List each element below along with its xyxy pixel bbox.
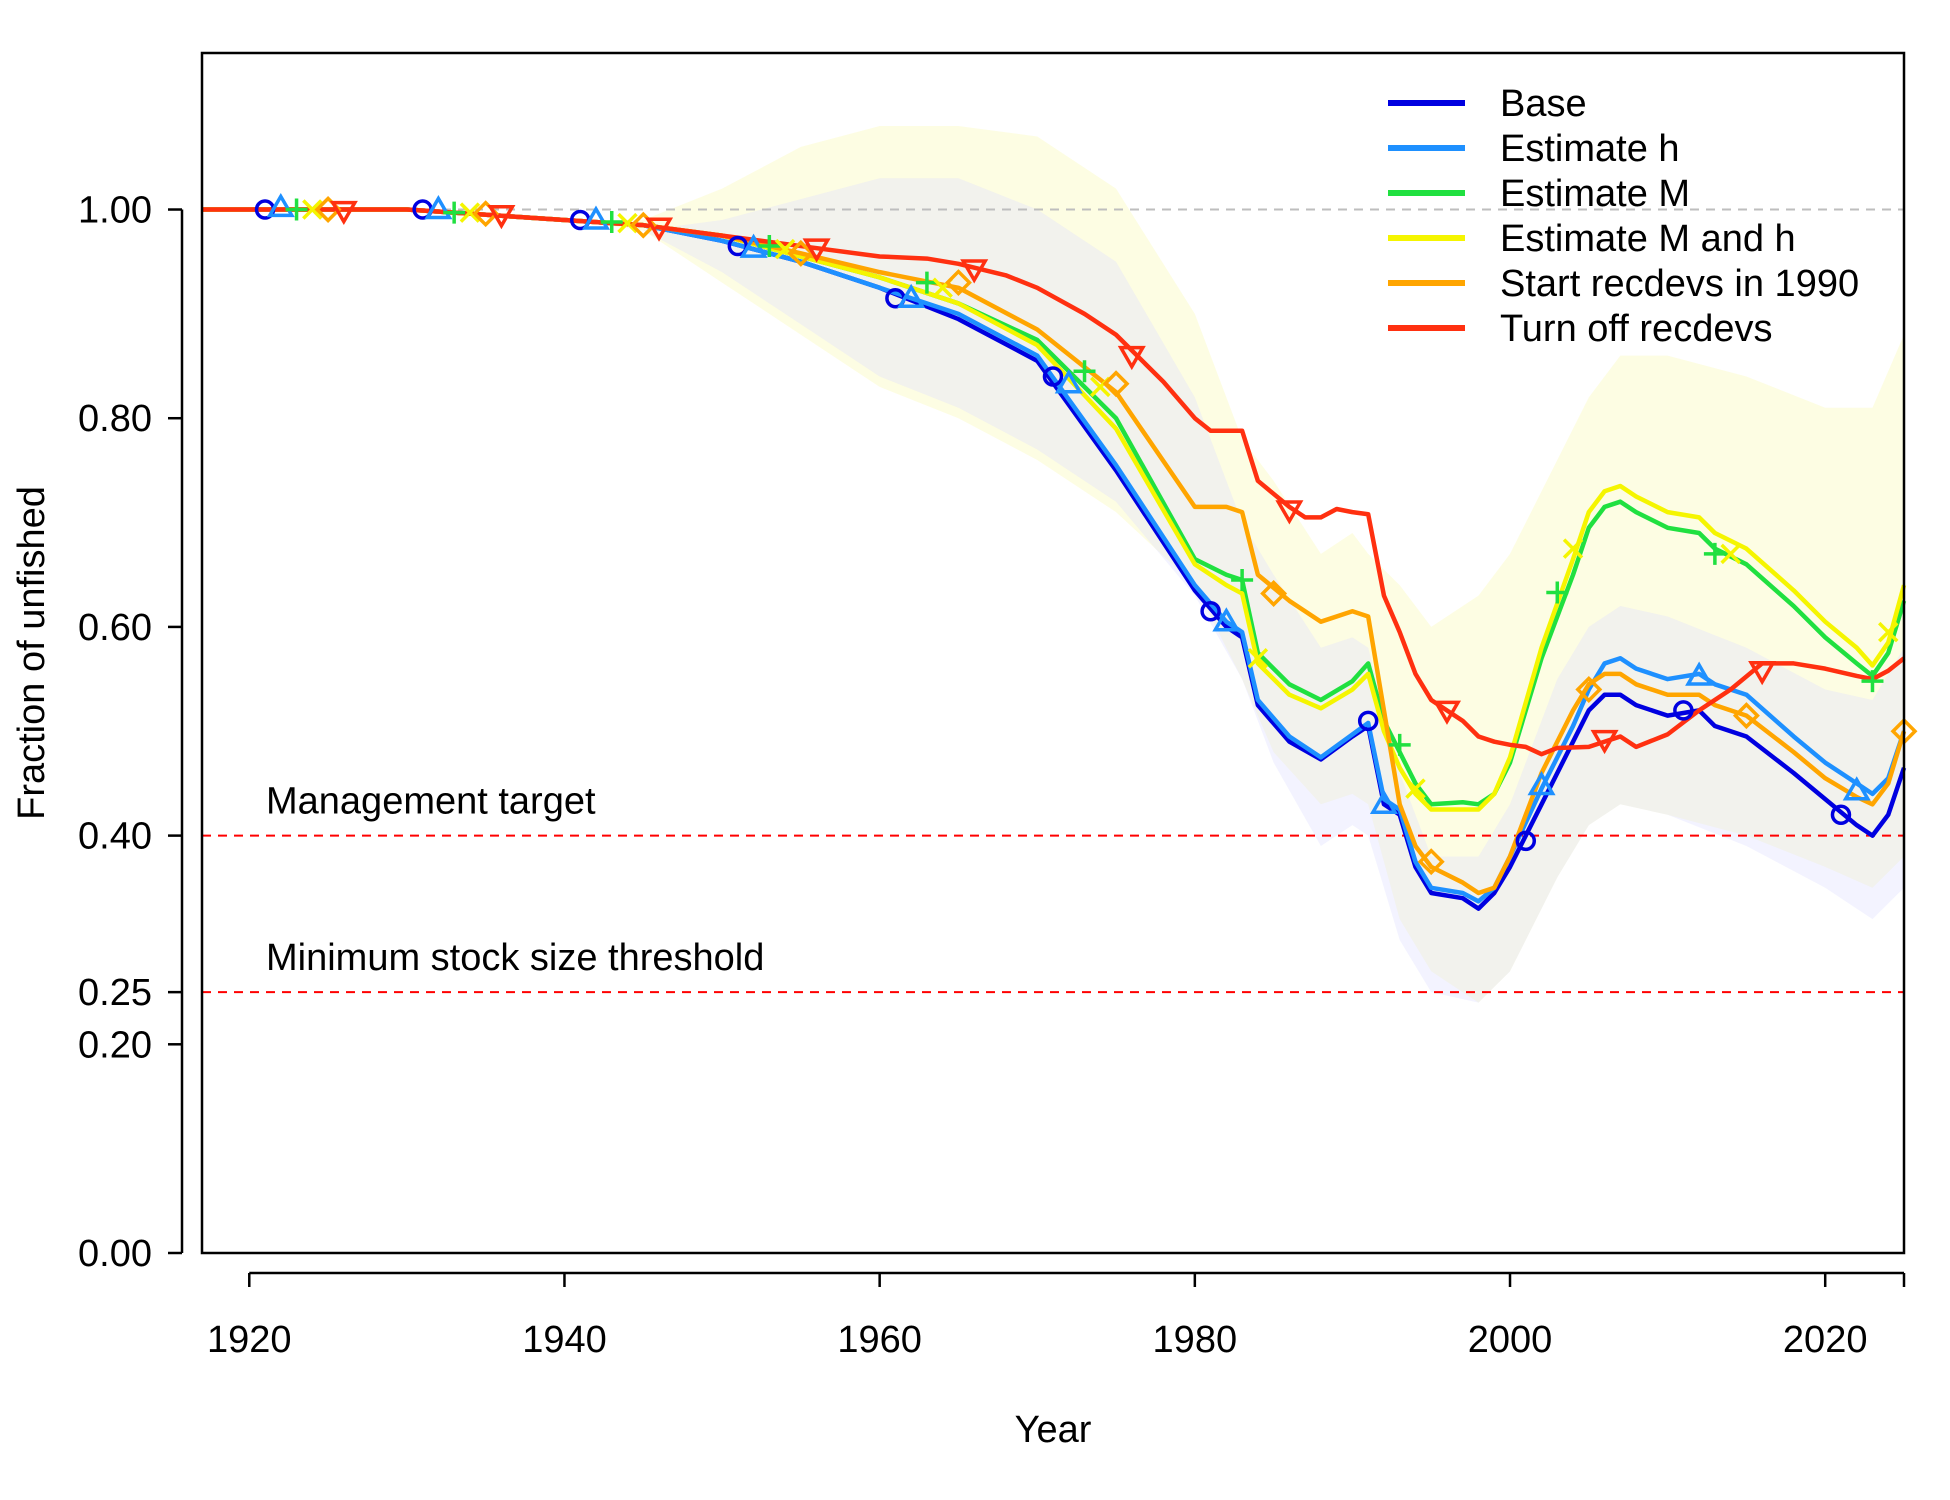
- series-line-4: [202, 207, 1907, 896]
- x-tick-label-5: 2020: [1783, 1319, 1868, 1361]
- legend-label-1: Estimate h: [1500, 128, 1680, 170]
- series-line-1: [202, 207, 1907, 904]
- series-marker-2-8: [1546, 581, 1569, 604]
- legend-label-2: Estimate M: [1500, 173, 1690, 215]
- legend-label-0: Base: [1500, 83, 1587, 125]
- series-marker-5-3: [802, 238, 831, 263]
- series-marker-3-2: [617, 212, 638, 234]
- series-marker-1-0: [266, 192, 295, 218]
- series-marker-5-6: [1275, 500, 1304, 525]
- series-marker-0-7: [1357, 710, 1379, 732]
- series-marker-2-7: [1388, 733, 1411, 756]
- x-tick-label-0: 1920: [207, 1319, 292, 1361]
- series-marker-4-8: [1575, 676, 1603, 703]
- y-tick-label-4: 0.60: [78, 607, 152, 649]
- series-marker-0-8: [1515, 830, 1537, 852]
- series-marker-3-8: [1562, 538, 1584, 559]
- series-marker-5-9: [1748, 660, 1777, 686]
- series-marker-3-10: [1878, 621, 1899, 643]
- series-marker-1-9: [1685, 661, 1714, 686]
- series-marker-5-7: [1432, 700, 1462, 725]
- series-marker-4-3: [787, 239, 815, 267]
- uncertainty-bands: [249, 126, 1904, 1003]
- x-tick-label-3: 1980: [1153, 1319, 1238, 1361]
- series-marker-1-10: [1842, 776, 1871, 801]
- series-marker-2-3: [758, 235, 781, 258]
- series-marker-1-1: [424, 195, 453, 220]
- series-marker-1-7: [1369, 789, 1398, 815]
- series-marker-2-2: [600, 211, 623, 234]
- y-axis: 0.00 0.20 0.25 0.40 0.60 0.80 1.00: [78, 190, 184, 1275]
- series-marker-5-0: [329, 200, 358, 226]
- confidence-band-1: [249, 178, 1904, 1003]
- series-marker-1-4: [897, 283, 926, 308]
- y-tick-label-1: 0.20: [78, 1024, 152, 1066]
- series-marker-0-10: [1830, 804, 1852, 825]
- reference-line-label-1: Management target: [266, 781, 596, 823]
- y-tick-label-5: 0.80: [78, 398, 152, 440]
- series-line-3: [202, 207, 1907, 812]
- series-marker-3-7: [1405, 778, 1426, 799]
- series-marker-5-2: [644, 217, 674, 242]
- series-marker-3-6: [1247, 647, 1269, 669]
- series-marker-0-6: [1200, 601, 1221, 622]
- series-marker-0-5: [1042, 366, 1064, 387]
- series-marker-4-6: [1260, 580, 1288, 607]
- x-tick-label-2: 1960: [837, 1319, 922, 1361]
- series-line-5: [202, 207, 1906, 757]
- series-marker-1-5: [1054, 369, 1083, 394]
- series-marker-3-0: [302, 199, 323, 220]
- y-tick-label-0: 0.00: [78, 1233, 152, 1275]
- reference-line-label-2: Minimum stock size threshold: [266, 937, 764, 979]
- series-marker-0-9: [1673, 700, 1694, 721]
- series-marker-3-1: [459, 202, 481, 223]
- plot-frame: [200, 51, 1906, 1255]
- series-marker-4-4: [944, 269, 972, 297]
- series-marker-2-9: [1703, 542, 1726, 565]
- series-marker-3-9: [1720, 543, 1741, 565]
- series-marker-4-9: [1732, 702, 1760, 730]
- legend-label-3: Estimate M and h: [1500, 218, 1796, 260]
- series-marker-2-1: [443, 201, 466, 224]
- series-markers: [254, 192, 1918, 876]
- series-marker-2-5: [1073, 360, 1096, 383]
- series-marker-1-2: [581, 205, 611, 230]
- series-marker-2-10: [1861, 670, 1884, 693]
- x-tick-label-4: 2000: [1468, 1319, 1553, 1361]
- x-axis: 1920 1940 1960 1980 2000 2020: [207, 1271, 1906, 1361]
- series-marker-4-7: [1417, 848, 1445, 876]
- x-axis-label: Year: [1015, 1409, 1092, 1451]
- series-marker-5-8: [1590, 729, 1619, 755]
- reference-line-labels: Management target Minimum stock size thre…: [266, 781, 764, 980]
- legend-label-5: Turn off recdevs: [1500, 308, 1772, 350]
- y-tick-label-6: 1.00: [78, 190, 152, 232]
- reference-lines: [202, 208, 1904, 994]
- series-marker-1-6: [1212, 607, 1241, 632]
- confidence-band-0: [249, 126, 1904, 1003]
- series-marker-1-8: [1527, 771, 1556, 796]
- series-marker-4-5: [1102, 370, 1130, 398]
- series-marker-5-1: [487, 204, 516, 230]
- series-marker-5-4: [960, 259, 989, 284]
- legend-label-4: Start recdevs in 1990: [1500, 263, 1859, 305]
- series-marker-0-3: [727, 235, 749, 257]
- y-tick-label-3: 0.40: [78, 816, 152, 858]
- y-axis-label: Fraction of unfished: [11, 486, 53, 820]
- y-tick-label-2: 0.25: [78, 972, 152, 1014]
- series-marker-5-5: [1117, 345, 1146, 371]
- x-tick-label-1: 1940: [522, 1319, 607, 1361]
- series-marker-2-4: [915, 271, 938, 294]
- series-marker-2-6: [1231, 568, 1254, 591]
- series-marker-2-0: [285, 198, 308, 221]
